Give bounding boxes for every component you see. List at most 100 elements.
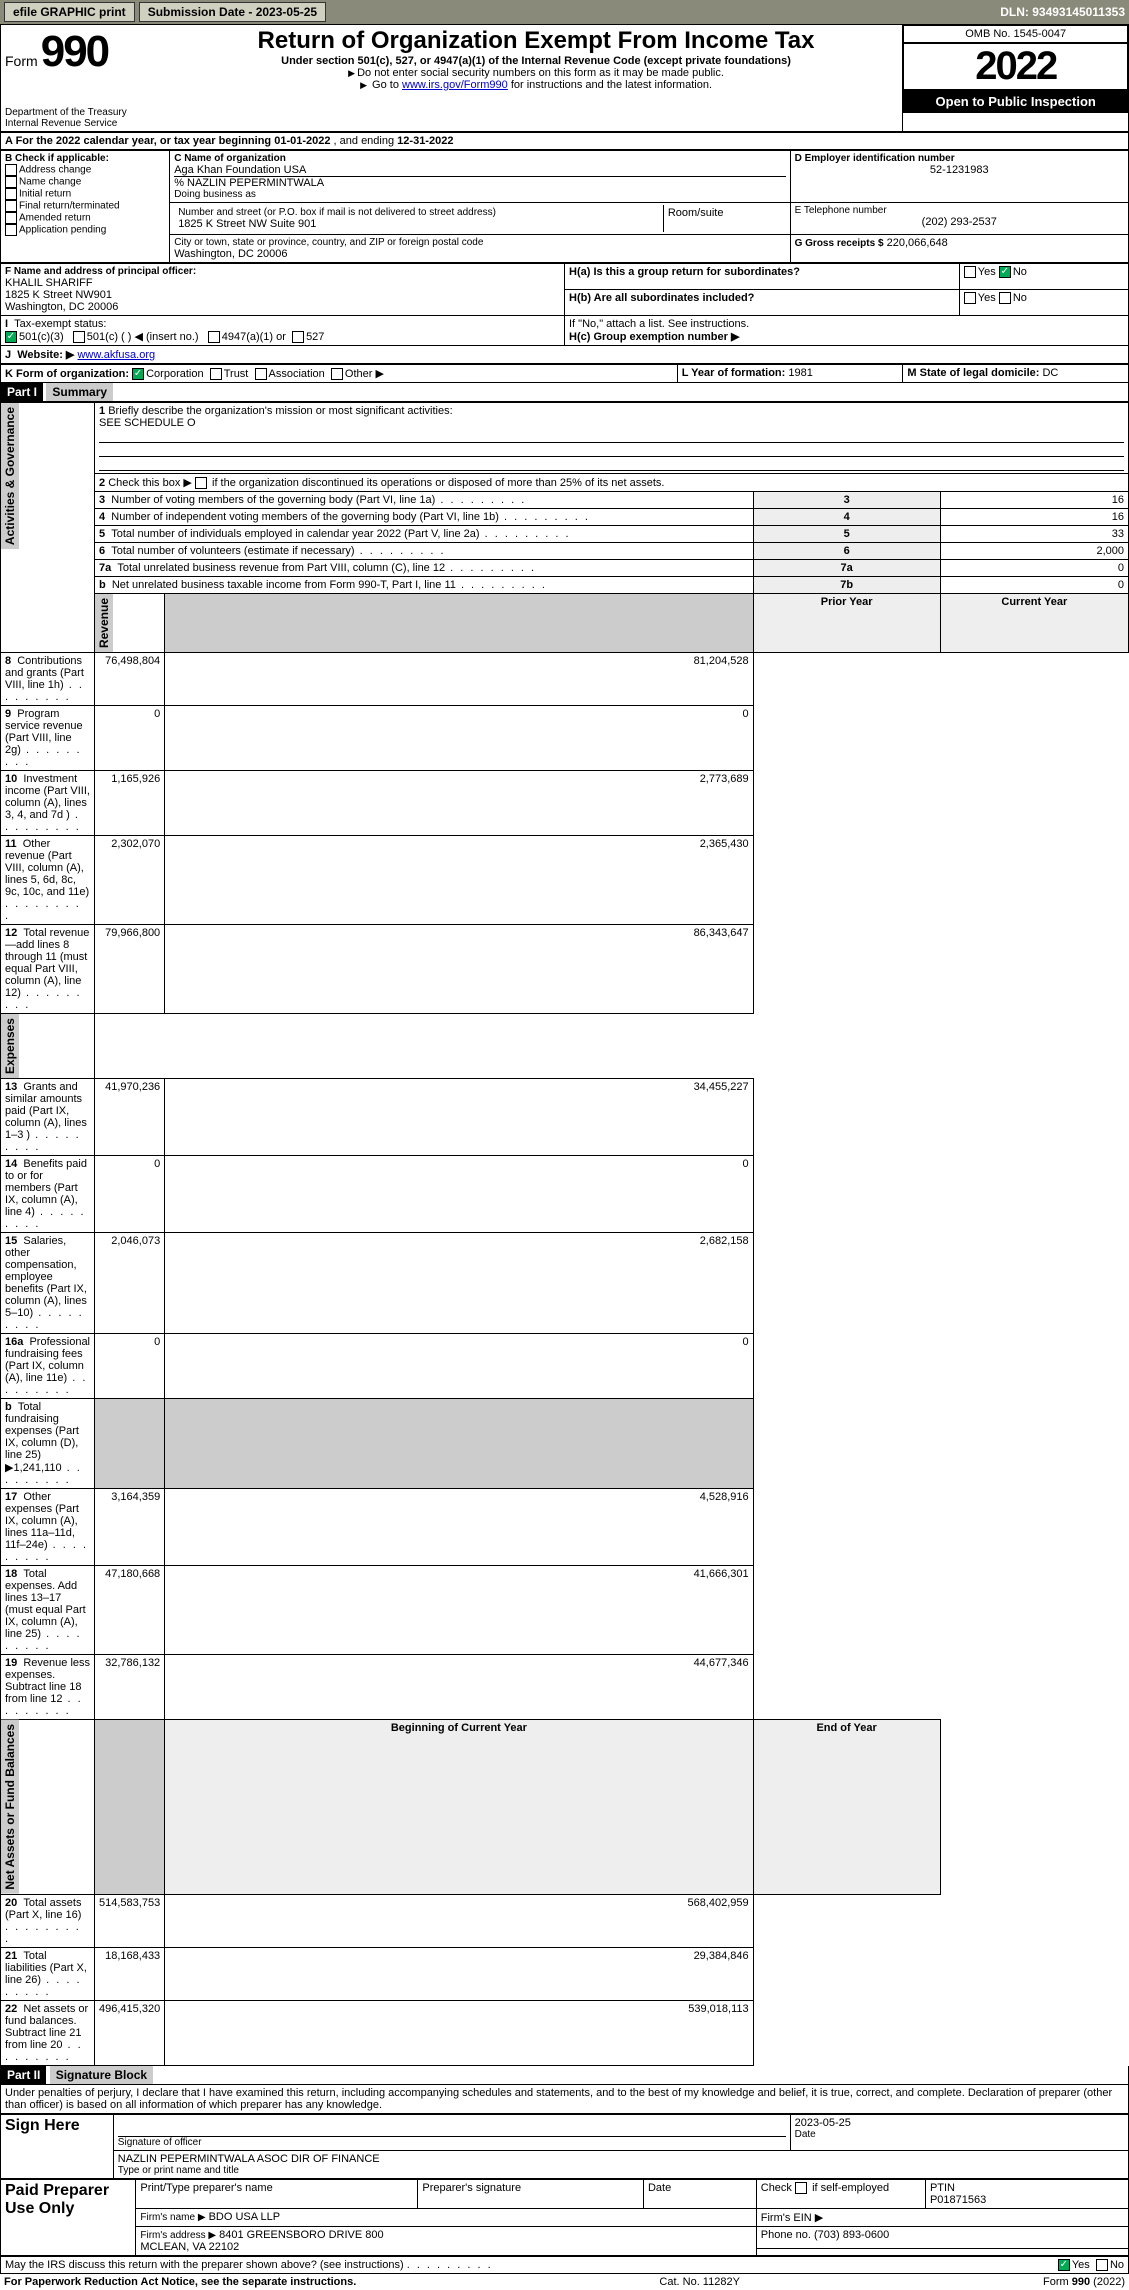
website-link[interactable]: www.akfusa.org bbox=[77, 349, 155, 361]
part1-header: Part I bbox=[1, 383, 43, 401]
city-label: City or town, state or province, country… bbox=[174, 237, 785, 248]
taxexempt-label: Tax-exempt status: bbox=[14, 318, 106, 330]
box-k-label: K Form of organization: bbox=[5, 368, 129, 380]
l1-value: SEE SCHEDULE O bbox=[99, 417, 196, 429]
chk-final[interactable] bbox=[5, 200, 17, 212]
chk-assoc[interactable] bbox=[255, 368, 267, 380]
table-row: 21 Total liabilities (Part X, line 26)18… bbox=[1, 1947, 1129, 2000]
col-prior: Prior Year bbox=[753, 594, 940, 653]
chk-4947[interactable] bbox=[208, 331, 220, 343]
chk-527[interactable] bbox=[292, 331, 304, 343]
table-row: 20 Total assets (Part X, line 16)514,583… bbox=[1, 1894, 1129, 1947]
chk-amended[interactable] bbox=[5, 212, 17, 224]
city-value: Washington, DC 20006 bbox=[174, 248, 785, 260]
chk-discuss-yes[interactable]: ✓ bbox=[1058, 2259, 1070, 2271]
pct-line: % NAZLIN PEPERMINTWALA bbox=[174, 176, 785, 189]
box-c-label: C Name of organization bbox=[174, 153, 785, 164]
table-row: 6 Total number of volunteers (estimate i… bbox=[1, 543, 1129, 560]
chk-name-change[interactable] bbox=[5, 176, 17, 188]
col-current: Current Year bbox=[940, 594, 1128, 653]
instruction-1: Do not enter social security numbers on … bbox=[357, 67, 724, 79]
col-eoy: End of Year bbox=[753, 1720, 940, 1895]
instruction-2-post: for instructions and the latest informat… bbox=[511, 79, 712, 91]
chk-self-employed[interactable] bbox=[795, 2182, 807, 2194]
table-row: 15 Salaries, other compensation, employe… bbox=[1, 1233, 1129, 1334]
table-row: 4 Number of independent voting members o… bbox=[1, 509, 1129, 526]
table-row: 12 Total revenue—add lines 8 through 11 … bbox=[1, 925, 1129, 1014]
sign-here-label: Sign Here bbox=[1, 2114, 114, 2178]
chk-corp[interactable]: ✓ bbox=[132, 368, 144, 380]
chk-ha-no[interactable]: ✓ bbox=[999, 266, 1011, 278]
hc-label: H(c) Group exemption number ▶ bbox=[569, 330, 1124, 343]
firm-addr1: 8401 GREENSBORO DRIVE 800 bbox=[219, 2229, 383, 2241]
table-row: 8 Contributions and grants (Part VIII, l… bbox=[1, 653, 1129, 706]
chk-ha-yes[interactable] bbox=[964, 266, 976, 278]
table-row: 14 Benefits paid to or for members (Part… bbox=[1, 1156, 1129, 1233]
cat-no: Cat. No. 11282Y bbox=[659, 2276, 740, 2288]
street-value: 1825 K Street NW Suite 901 bbox=[178, 218, 659, 230]
sig-officer-label: Signature of officer bbox=[118, 2137, 786, 2148]
table-row: 19 Revenue less expenses. Subtract line … bbox=[1, 1655, 1129, 1720]
section-ag: Activities & Governance bbox=[1, 403, 19, 549]
pra-notice: For Paperwork Reduction Act Notice, see … bbox=[4, 2276, 356, 2288]
table-row: 18 Total expenses. Add lines 13–17 (must… bbox=[1, 1566, 1129, 1655]
officer-typed-name: NAZLIN PEPERMINTWALA ASOC DIR OF FINANCE bbox=[118, 2153, 1124, 2165]
box-f-label: F Name and address of principal officer: bbox=[5, 266, 560, 277]
ha-label: H(a) Is this a group return for subordin… bbox=[569, 266, 800, 278]
ptin-value: P01871563 bbox=[930, 2194, 1124, 2206]
header-block: Form 990 Department of the Treasury Inte… bbox=[0, 24, 1129, 132]
table-row: b Net unrelated business taxable income … bbox=[1, 577, 1129, 594]
section-na: Net Assets or Fund Balances bbox=[1, 1720, 19, 1894]
room-suite-label: Room/suite bbox=[663, 205, 785, 232]
table-row: b Total fundraising expenses (Part IX, c… bbox=[1, 1399, 1129, 1489]
table-row: 22 Net assets or fund balances. Subtract… bbox=[1, 2000, 1129, 2065]
paid-preparer-label: Paid Preparer Use Only bbox=[1, 2179, 136, 2255]
open-public-label: Open to Public Inspection bbox=[903, 90, 1128, 113]
l2-label: Check this box ▶ bbox=[108, 477, 192, 489]
form-page: Form 990 (2022) bbox=[1043, 2276, 1125, 2288]
chk-pending[interactable] bbox=[5, 224, 17, 236]
dba-label: Doing business as bbox=[174, 189, 785, 200]
box-b: B Check if applicable: Address change Na… bbox=[1, 151, 170, 263]
firm-addr2: MCLEAN, VA 22102 bbox=[140, 2241, 239, 2253]
chk-addr-change[interactable] bbox=[5, 164, 17, 176]
l1-label: Briefly describe the organization's miss… bbox=[108, 405, 452, 417]
chk-hb-yes[interactable] bbox=[964, 292, 976, 304]
declaration: Under penalties of perjury, I declare th… bbox=[0, 2085, 1129, 2114]
section-exp: Expenses bbox=[1, 1014, 19, 1078]
chk-501c[interactable] bbox=[73, 331, 85, 343]
irs-link[interactable]: www.irs.gov/Form990 bbox=[402, 79, 508, 91]
chk-hb-no[interactable] bbox=[999, 292, 1011, 304]
website-label: Website: ▶ bbox=[17, 349, 74, 361]
chk-trust[interactable] bbox=[210, 368, 222, 380]
l2-text: if the organization discontinued its ope… bbox=[212, 477, 665, 489]
officer-addr1: 1825 K Street NW901 bbox=[5, 289, 560, 301]
part2-header: Part II bbox=[1, 2066, 46, 2084]
chk-l2[interactable] bbox=[195, 477, 207, 489]
submission-date-button[interactable]: Submission Date - 2023-05-25 bbox=[139, 2, 326, 22]
street-label: Number and street (or P.O. box if mail i… bbox=[178, 207, 659, 218]
col-boy: Beginning of Current Year bbox=[165, 1720, 753, 1895]
chk-initial[interactable] bbox=[5, 188, 17, 200]
chk-501c3[interactable]: ✓ bbox=[5, 331, 17, 343]
table-row: 7a Total unrelated business revenue from… bbox=[1, 560, 1129, 577]
efile-print-button[interactable]: efile GRAPHIC print bbox=[4, 2, 135, 22]
box-d: D Employer identification number 52-1231… bbox=[790, 151, 1128, 203]
date-label: Date bbox=[795, 2129, 1124, 2140]
form-prefix: Form bbox=[5, 53, 38, 69]
firm-phone: (703) 893-0600 bbox=[814, 2229, 889, 2241]
form-number: 990 bbox=[41, 27, 108, 76]
table-row: 9 Program service revenue (Part VIII, li… bbox=[1, 706, 1129, 771]
period-row: A For the 2022 calendar year, or tax yea… bbox=[1, 133, 1129, 150]
table-row: 17 Other expenses (Part IX, column (A), … bbox=[1, 1489, 1129, 1566]
firm-ein-label: Firm's EIN ▶ bbox=[756, 2208, 1128, 2226]
hb-label: H(b) Are all subordinates included? bbox=[569, 292, 754, 304]
tax-year: 2022 bbox=[903, 43, 1128, 90]
box-g: G Gross receipts $ 220,066,648 bbox=[790, 235, 1128, 263]
discuss-label: May the IRS discuss this return with the… bbox=[5, 2259, 404, 2271]
top-bar: efile GRAPHIC print Submission Date - 20… bbox=[0, 0, 1129, 24]
chk-discuss-no[interactable] bbox=[1096, 2259, 1108, 2271]
box-e: E Telephone number (202) 293-2537 bbox=[790, 203, 1128, 235]
box-m-label: M State of legal domicile: bbox=[907, 367, 1039, 379]
chk-other[interactable] bbox=[331, 368, 343, 380]
